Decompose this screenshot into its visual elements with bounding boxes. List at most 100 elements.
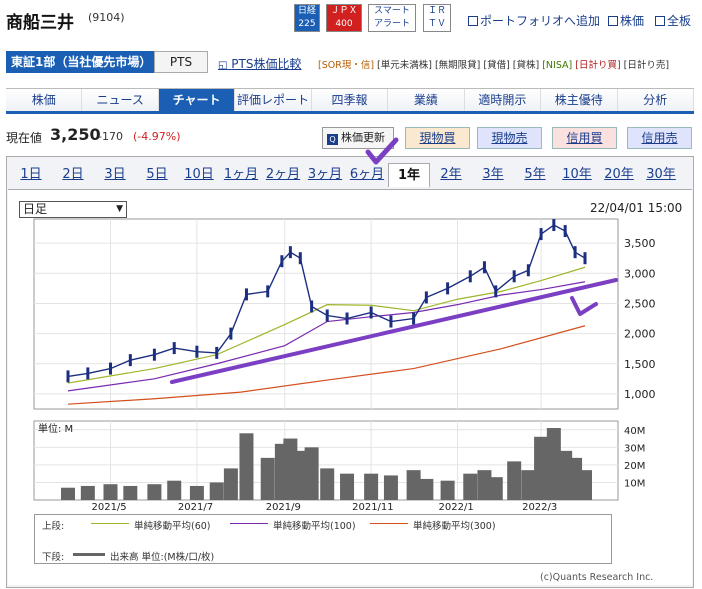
period-tab[interactable]: 2日: [62, 167, 84, 182]
period-tab[interactable]: 1日: [20, 167, 42, 182]
price-candle: [539, 228, 543, 241]
price-candle: [244, 288, 248, 301]
legend-swatch-ma300: [370, 523, 408, 524]
irtv-button[interactable]: ＩＲ ＴＶ: [423, 4, 451, 32]
market-tab[interactable]: 東証1部（当社優先市場）: [6, 51, 154, 73]
period-tab[interactable]: 6ヶ月: [349, 167, 385, 182]
x-tick-label: 2021/7: [178, 502, 213, 513]
period-tab[interactable]: 3ヶ月: [307, 167, 343, 182]
period-tab[interactable]: 3年: [482, 167, 504, 182]
price-candle: [468, 270, 472, 283]
price-change-pct: (-4.97%): [133, 130, 181, 143]
button-line2: 225: [298, 19, 316, 29]
nav-tab[interactable]: 評価レポート: [235, 89, 312, 111]
chevron-down-icon: ▼: [116, 204, 123, 214]
period-tab[interactable]: 20年: [604, 167, 634, 182]
price-candle: [310, 300, 314, 313]
trade-tag: [NISA]: [542, 60, 573, 71]
jpx400-button[interactable]: ＪＰＸ 400: [326, 4, 362, 32]
price-candle: [526, 264, 530, 277]
price-candle: [195, 345, 199, 358]
volume-tick-label: 40M: [624, 426, 645, 437]
period-tab[interactable]: 1年: [388, 163, 430, 187]
interval-select[interactable]: 日足 ▼: [19, 201, 127, 218]
volume-bar: [80, 485, 95, 500]
period-tab[interactable]: 2年: [440, 167, 462, 182]
nav-tab[interactable]: 四季報: [311, 89, 389, 111]
volume-bar: [260, 457, 275, 500]
x-tick-label: 2021/5: [91, 502, 126, 513]
volume-bar: [546, 428, 561, 500]
search-icon: Q: [327, 134, 338, 145]
full-board-link[interactable]: 全板: [655, 12, 691, 29]
button-line2: アラート: [373, 19, 410, 29]
current-price-label: 現在値: [6, 131, 43, 145]
down-arrow-annotation: [570, 296, 598, 316]
nav-tab[interactable]: 株価: [6, 89, 83, 111]
period-tab[interactable]: 5年: [524, 167, 546, 182]
price-candle: [108, 362, 112, 375]
price-candle: [583, 252, 587, 265]
period-tab[interactable]: 5日: [146, 167, 168, 182]
volume-bar: [477, 470, 492, 500]
nikkei225-button[interactable]: 日経 225: [294, 4, 320, 32]
cash-buy-button[interactable]: 現物買: [405, 127, 470, 149]
volume-bar: [239, 433, 254, 500]
period-tab[interactable]: 1ヶ月: [223, 167, 259, 182]
price-candle: [215, 346, 219, 359]
period-tab[interactable]: 3日: [104, 167, 126, 182]
ma-line-2: [67, 325, 586, 405]
volume-tick-label: 20M: [624, 461, 645, 472]
cash-sell-button[interactable]: 現物売: [477, 127, 542, 149]
nav-tab[interactable]: チャート: [158, 89, 236, 111]
pts-compare-link[interactable]: ◱ PTS株価比較: [218, 57, 302, 71]
nav-tab[interactable]: 適時開示: [464, 89, 542, 111]
volume-bar: [304, 447, 319, 500]
stock-name: 商船三井: [6, 13, 74, 33]
price-tick-label: 3,000: [624, 267, 656, 280]
checkbox-icon: [655, 16, 665, 26]
trade-tag: [無期限貸]: [434, 60, 481, 71]
x-tick-label: 2021/11: [352, 502, 394, 513]
legend-swatch-ma60: [91, 523, 129, 524]
period-tab[interactable]: 30年: [646, 167, 676, 182]
price-tick-label: 1,500: [624, 358, 656, 371]
main-nav: 株価 ニュース チャート 評価レポート 四季報 業績 適時開示 株主優待 分析: [6, 88, 694, 114]
period-tab[interactable]: 2ヶ月: [265, 167, 301, 182]
add-portfolio-link[interactable]: ポートフォリオへ追加: [468, 12, 600, 29]
price-candle: [563, 225, 567, 238]
volume-tick-label: 10M: [624, 478, 645, 489]
price-candle: [389, 315, 393, 328]
price-candle: [369, 306, 373, 319]
pts-tab[interactable]: PTS: [154, 51, 208, 73]
price-change: -170: [98, 130, 123, 143]
price-candle: [152, 348, 156, 361]
margin-buy-button[interactable]: 信用買: [552, 127, 617, 149]
trade-tag: [SOR現・信]: [318, 60, 375, 71]
button-line2: 400: [335, 19, 353, 29]
price-candle: [345, 312, 349, 325]
volume-bar: [383, 475, 398, 500]
price-candle: [288, 246, 292, 259]
stock-price-link[interactable]: 株価: [608, 12, 644, 29]
refresh-price-button[interactable]: Q 株価更新: [322, 127, 394, 149]
window-icon: ◱: [218, 60, 228, 71]
x-tick-label: 2022/1: [439, 502, 474, 513]
nav-tab[interactable]: ニュース: [82, 89, 159, 111]
nav-tab[interactable]: 業績: [388, 89, 465, 111]
price-candle: [446, 282, 450, 295]
price-candle: [128, 354, 132, 367]
nav-tab[interactable]: 分析: [617, 89, 694, 111]
period-tab[interactable]: 10日: [184, 167, 214, 182]
volume-bar: [103, 484, 118, 500]
period-tab[interactable]: 10年: [562, 167, 592, 182]
ma-line-0: [67, 266, 586, 384]
price-candle: [266, 285, 270, 298]
margin-sell-button[interactable]: 信用売: [627, 127, 692, 149]
smart-alert-button[interactable]: スマート アラート: [368, 4, 416, 32]
price-candle: [280, 255, 284, 268]
price-tick-label: 2,000: [624, 328, 656, 341]
nav-tab[interactable]: 株主優待: [541, 89, 618, 111]
legend-upper-label: 上段:: [42, 521, 65, 532]
trade-tag: [日計り売]: [623, 60, 670, 71]
